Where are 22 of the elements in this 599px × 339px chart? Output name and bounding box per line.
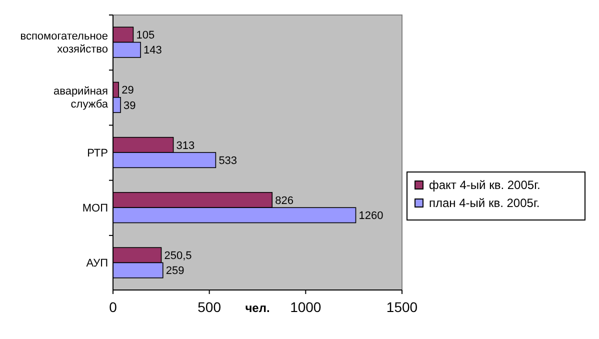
x-tick-label: 1500 [386, 299, 418, 315]
x-axis-title: чел. [245, 301, 270, 315]
legend-label: план 4-ый кв. 2005г. [429, 196, 540, 210]
data-label: 826 [275, 194, 294, 207]
y-tick-label: МОП [82, 202, 108, 214]
legend-label: факт 4-ый кв. 2005г. [429, 178, 540, 192]
data-label: 250,5 [164, 250, 192, 262]
y-tick-label: вспомогательное хозяйство [20, 30, 108, 56]
data-label: 39 [124, 100, 136, 112]
data-label: 105 [136, 30, 155, 42]
data-label: 533 [218, 154, 238, 167]
x-tick-label: 500 [198, 299, 222, 315]
data-label: 143 [144, 44, 162, 57]
y-tick-label: АУП [86, 258, 108, 270]
data-label: 313 [176, 140, 195, 152]
data-label: 1260 [358, 210, 384, 222]
y-tick-label: РТР [87, 147, 108, 160]
data-label: 29 [122, 84, 134, 97]
x-tick-label: 1000 [290, 299, 322, 315]
x-tick-label: 0 [109, 299, 118, 315]
y-tick-label: аварийная служба [53, 86, 109, 111]
data-label: 259 [166, 265, 184, 278]
